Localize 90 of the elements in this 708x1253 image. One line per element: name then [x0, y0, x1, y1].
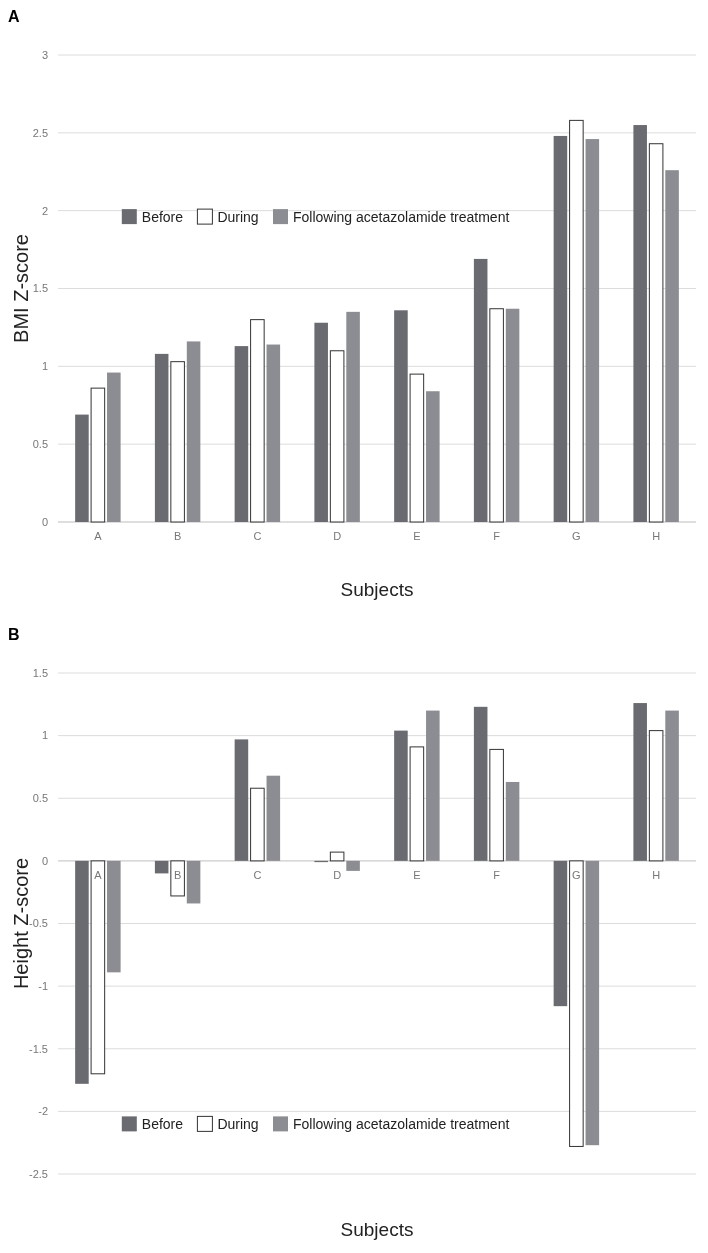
x-tick-label: G	[572, 868, 581, 881]
y-tick-label: -1.5	[29, 1042, 48, 1055]
bar	[553, 135, 568, 522]
bar	[186, 341, 201, 522]
y-tick-label: -0.5	[29, 917, 48, 930]
x-tick-label: B	[173, 868, 182, 881]
x-tick-label: C	[253, 868, 262, 881]
bar	[569, 119, 584, 523]
bar	[107, 860, 121, 973]
x-tick-label: D	[333, 868, 342, 881]
bar	[553, 860, 568, 1007]
x-tick-label: B	[173, 530, 182, 542]
bar	[633, 125, 647, 522]
bar	[409, 746, 425, 862]
y-tick-label: 3	[41, 48, 48, 61]
bar	[107, 372, 121, 522]
y-tick-label: 1	[41, 360, 48, 373]
x-tick-label: A	[94, 868, 103, 881]
bar	[633, 703, 647, 861]
legend-label: Following acetazolamide treatment	[293, 208, 510, 225]
bar	[266, 344, 281, 522]
bar	[170, 361, 185, 523]
bar	[569, 860, 584, 1147]
y-tick-label: 0	[41, 854, 48, 867]
x-tick-label: F	[493, 868, 501, 881]
chart-title: A	[8, 8, 20, 25]
x-tick-label: G	[572, 530, 581, 542]
y-tick-label: 0	[41, 515, 48, 528]
bar	[186, 860, 201, 904]
x-axis-title: Subjects	[340, 579, 414, 600]
y-tick-label: 0.5	[32, 792, 48, 805]
bar	[346, 311, 360, 522]
bar	[648, 730, 664, 862]
bar	[426, 710, 440, 861]
y-tick-label: 1	[41, 729, 48, 742]
bar	[648, 143, 664, 523]
legend-label: Before	[141, 1115, 184, 1132]
x-tick-label: E	[413, 530, 421, 542]
bar	[489, 308, 504, 523]
bar	[90, 387, 106, 523]
bar	[234, 739, 249, 861]
bar	[75, 414, 89, 522]
bar	[505, 308, 520, 522]
x-tick-label: A	[94, 530, 103, 542]
y-tick-label: 0.5	[32, 438, 48, 451]
bar	[346, 860, 360, 871]
x-tick-label: D	[333, 530, 342, 542]
x-axis-title: Subjects	[340, 1219, 414, 1240]
legend-label: During	[217, 1115, 259, 1132]
bar	[426, 391, 440, 522]
bar	[250, 319, 265, 523]
y-tick-label: 1.5	[32, 666, 48, 679]
bar	[585, 139, 600, 522]
bar	[329, 851, 345, 862]
x-tick-label: F	[493, 530, 501, 542]
bar	[665, 170, 679, 522]
x-tick-label: C	[253, 530, 262, 542]
x-tick-label: E	[413, 868, 421, 881]
bar	[266, 775, 281, 861]
bar	[329, 350, 345, 523]
bar	[409, 373, 425, 523]
y-tick-label: 2	[41, 204, 48, 217]
chart-title: B	[8, 626, 20, 643]
legend-label: Following acetazolamide treatment	[293, 1115, 510, 1132]
bar	[473, 706, 488, 861]
y-tick-label: 2.5	[32, 126, 48, 139]
legend-label: Before	[141, 208, 184, 225]
y-tick-label: -1	[38, 979, 48, 992]
x-tick-label: H	[652, 530, 661, 542]
bar	[250, 787, 265, 862]
y-tick-label: -2	[38, 1105, 48, 1118]
y-axis-title: BMI Z-score	[10, 234, 32, 343]
bar	[505, 781, 520, 861]
bar	[90, 860, 106, 1075]
bar	[234, 346, 249, 522]
bar	[473, 258, 488, 522]
legend-label: During	[217, 208, 259, 225]
bar	[585, 860, 600, 1146]
bar	[665, 710, 679, 861]
bar	[154, 353, 169, 522]
bar	[154, 860, 169, 874]
bar	[489, 748, 504, 862]
bar	[170, 860, 185, 897]
bar	[394, 730, 408, 861]
bar	[75, 860, 89, 1084]
y-tick-label: 1.5	[32, 282, 48, 295]
y-tick-label: -2.5	[29, 1167, 48, 1180]
bar	[314, 322, 328, 522]
bar	[394, 310, 408, 522]
x-tick-label: H	[652, 868, 661, 881]
